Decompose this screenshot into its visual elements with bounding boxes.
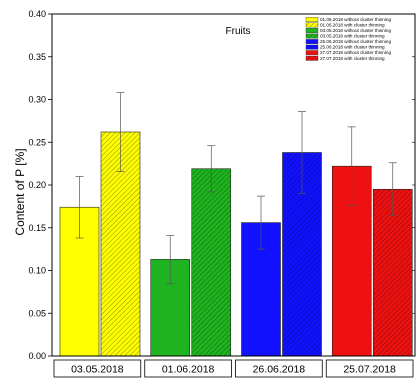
legend-label: 25.06.2018 with cluster thinning	[320, 45, 385, 50]
category-label: 01.06.2018	[162, 364, 215, 376]
legend-label: 01.06.2018 without cluster thinning	[320, 17, 391, 22]
bar-hatch	[191, 168, 231, 356]
category-label: 26.06.2018	[253, 364, 306, 376]
legend-swatch-hatch	[306, 22, 318, 28]
legend-label: 27.07.2018 with cluster thinning	[320, 56, 385, 61]
legend-label: 03.05.2018 with cluster thinning	[320, 34, 385, 39]
legend-label: 01.06.2018 with cluster thinning	[320, 22, 385, 27]
legend-swatch	[305, 50, 319, 56]
legend-swatch	[305, 28, 319, 33]
legend-swatch	[305, 39, 319, 45]
bar-hatch	[373, 189, 413, 356]
y-tick-label: 0.30	[28, 95, 46, 105]
y-axis-label: Content of P [%]	[13, 148, 27, 235]
category-box	[144, 359, 232, 378]
y-tick-label: 0.20	[28, 180, 46, 190]
y-tick-label: 0.35	[28, 52, 46, 62]
chart-title: Fruits	[226, 26, 251, 37]
category-box	[53, 359, 142, 378]
y-tick-label: 0.25	[28, 137, 46, 147]
y-tick-label: 0.40	[28, 9, 46, 19]
y-tick-label: 0.15	[28, 223, 46, 233]
legend-swatch-hatch	[306, 56, 318, 61]
legend-label: 25.06.2018 without cluster thinning	[320, 39, 391, 44]
category-label: 25.07.2018	[343, 364, 396, 376]
legend-box	[304, 16, 412, 64]
legend-label: 03.05.2018 without cluster thinning	[320, 28, 391, 33]
legend-swatch-hatch	[306, 33, 318, 39]
category-box	[235, 359, 323, 378]
category-label: 03.05.2018	[71, 364, 124, 376]
y-tick-label: 0.05	[28, 308, 46, 318]
plot-area: 0.00 0.05 0.10 0.15 0.20 0.25 0.30 0.35 0.40 03.0…	[28, 9, 416, 378]
category-box	[325, 359, 414, 378]
legend-swatch-hatch	[306, 44, 318, 50]
legend-label: 27.07.2018 without cluster thinning	[320, 50, 391, 55]
y-tick-label: 0.10	[28, 266, 46, 276]
legend-swatch	[305, 17, 319, 22]
y-tick-label: 0.00	[28, 351, 46, 361]
